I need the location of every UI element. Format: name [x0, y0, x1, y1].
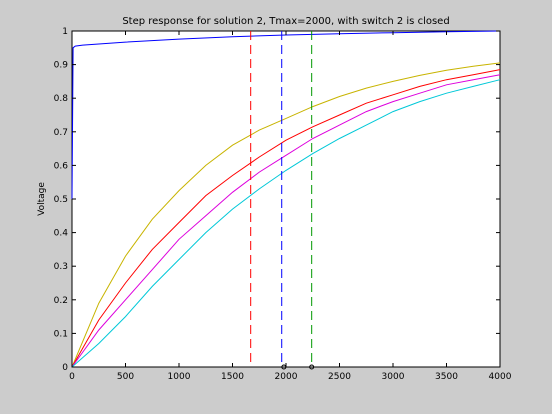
series-line-2	[71, 62, 501, 368]
x-tick-label-6: 3000	[382, 372, 405, 382]
y-tick-label-3: 0.3	[54, 262, 68, 272]
series-line-1	[71, 30, 501, 200]
plot-area	[71, 30, 501, 368]
chart-marks	[71, 30, 501, 370]
x-tick-label-2: 1000	[168, 372, 191, 382]
y-tick-label-6: 0.6	[54, 161, 69, 171]
axes: 0 500 1000 1500 2000 2500 3000 3500 4000 0 0.1 0.2 0…	[54, 27, 512, 382]
y-tick-label-7: 0.7	[54, 128, 68, 138]
series-line-3	[71, 69, 501, 368]
series-line-4	[71, 74, 501, 368]
series-line-5	[71, 79, 501, 368]
x-tick-label-1: 500	[117, 372, 134, 382]
axis-point-marker-2	[309, 364, 315, 370]
x-tick-label-8: 4000	[489, 372, 512, 382]
y-tick-label-0: 0	[62, 363, 68, 373]
x-tick-label-7: 3500	[435, 372, 458, 382]
chart-title: Step response for solution 2, Tmax=2000,…	[122, 16, 449, 27]
y-tick-label-8: 0.8	[54, 94, 69, 104]
y-tick-label-9: 0.9	[54, 61, 69, 71]
y-tick-label-5: 0.5	[54, 195, 68, 205]
y-tick-label-4: 0.4	[54, 229, 69, 239]
y-tick-label-2: 0.2	[54, 296, 68, 306]
x-tick-label-0: 0	[69, 372, 75, 382]
y-tick-label-10: 1	[62, 27, 68, 37]
x-tick-label-3: 1500	[221, 372, 244, 382]
x-tick-label-4: 2000	[275, 372, 298, 382]
y-tick-label-1: 0.1	[54, 329, 68, 339]
x-tick-label-5: 2500	[328, 372, 351, 382]
y-axis-label: Voltage	[37, 182, 47, 216]
